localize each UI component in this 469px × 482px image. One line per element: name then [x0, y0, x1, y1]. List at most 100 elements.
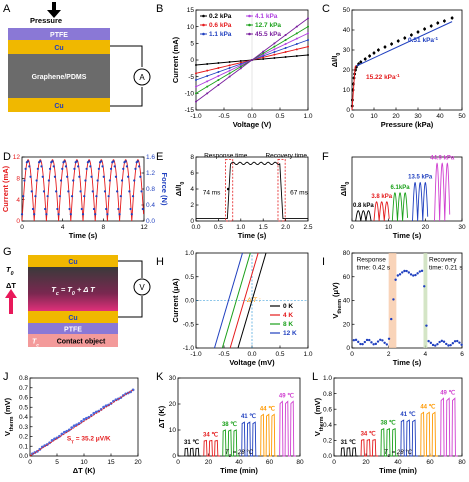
force-point [27, 160, 30, 163]
legend-label-3: 12 K [283, 330, 297, 337]
y-tick-label: 0.2 [19, 434, 28, 441]
data-point [363, 57, 367, 61]
force-point [112, 160, 115, 163]
ptfe-layer [28, 323, 118, 334]
force-point [125, 165, 129, 168]
y-tick-label: 0.4 [323, 422, 332, 429]
group-1-label: 34 ℃ [203, 431, 218, 438]
y-axis-label: ΔT (K) [157, 405, 166, 428]
group-2-line [380, 428, 398, 457]
force-point [73, 167, 76, 170]
force-point [128, 190, 131, 193]
y-tick-label: 20 [169, 401, 177, 408]
data-point [412, 274, 415, 277]
y-tick-label: 0.7 [19, 385, 28, 392]
y-tick-label: 0.6 [323, 406, 332, 413]
x-tick-label: -0.5 [218, 113, 230, 120]
y-tick-label: 0.2 [323, 438, 332, 445]
force-point [108, 179, 111, 182]
x-tick-label: 1.5 [259, 224, 268, 231]
group-3-label: 13.5 kPa [408, 175, 433, 181]
x-tick-label: -1.0 [190, 351, 202, 358]
force-point [69, 213, 72, 216]
ammeter-icon [133, 68, 151, 86]
x-axis-label: Voltage (V) [233, 120, 272, 129]
y-tick-label: 5 [190, 41, 194, 48]
series-5-point [295, 25, 298, 28]
force-point [129, 207, 132, 211]
voltmeter-label: V [139, 283, 145, 292]
data-point [383, 45, 387, 49]
data-point [429, 341, 433, 345]
force-point [100, 160, 103, 163]
t0-label: T0 [6, 265, 14, 277]
panel-label-G: G [3, 246, 12, 258]
y-tick-label: 40 [343, 27, 351, 34]
series-2-line [221, 252, 251, 349]
x-axis-label: Time (s) [393, 358, 422, 367]
arrow-down-icon [47, 2, 61, 18]
y-tick-label: 0.1 [19, 443, 28, 450]
data-point [58, 434, 61, 438]
y-tick-label: 30 [343, 47, 351, 54]
group-1-label: 34 ℃ [361, 431, 376, 438]
force-point [94, 213, 97, 216]
force-point [66, 175, 69, 178]
force-point [116, 190, 119, 193]
cu-top-label: Cu [68, 259, 77, 266]
x-tick-label: 12 [140, 224, 148, 231]
series-2-point [295, 43, 298, 45]
series-4-point [295, 32, 298, 35]
cu-top-layer [28, 255, 118, 267]
series-5-point [251, 59, 253, 61]
force-point [70, 195, 74, 198]
y-tick-label: 1.0 [323, 375, 332, 382]
group-2-label: 38 ℃ [222, 421, 237, 428]
force-point [101, 165, 104, 168]
y-tick-label: 0 [190, 57, 194, 64]
data-point [372, 343, 375, 346]
data-point [67, 428, 71, 432]
data-point [385, 343, 389, 346]
series-1-point [273, 53, 276, 56]
force-point [105, 207, 108, 211]
response-band [388, 253, 397, 348]
data-point [396, 274, 400, 277]
x-axis-label: Pressure (kPa) [381, 120, 434, 129]
contact-object-layer [28, 334, 118, 347]
force-point [58, 195, 61, 198]
data-point [423, 285, 426, 288]
data-point [431, 343, 435, 347]
data-point [416, 30, 420, 34]
group-2-label: 6.1kPa [391, 185, 411, 191]
data-point [381, 339, 384, 342]
series-5-point [239, 67, 242, 70]
force-point [118, 213, 121, 216]
pressure-label: Pressure [30, 16, 62, 25]
y-axis-label: Current (mA) [1, 165, 10, 212]
legend-marker [248, 23, 251, 27]
x-tick-label: 30 [458, 224, 466, 231]
schematic-g: T0 ΔT Cu Tc = T0 + Δ T Cu PTFE Contact object T… [5, 255, 151, 348]
x-tick-label: 40 [235, 459, 243, 466]
chart-c: 0 10 20 30 40 50 0 10 20 30 40 50 Pressure (kPa) ΔI/I… [330, 7, 466, 129]
legend-marker [248, 14, 251, 18]
force-point [89, 165, 92, 168]
y2-tick-label: 0.4 [146, 202, 155, 209]
series-2-point [273, 51, 276, 53]
panel-label-D: D [3, 151, 11, 163]
panel-label-J: J [3, 371, 9, 383]
series-1-point [217, 67, 220, 69]
data-point [458, 341, 461, 344]
y-axis-label: Current (μA) [171, 278, 180, 323]
series-1-point [228, 64, 231, 67]
data-point [359, 60, 363, 64]
force-point [102, 175, 105, 178]
chart-f-frame [351, 156, 463, 222]
group-1-label: 3.8 kPa [371, 194, 392, 200]
x-tick-label: 0.0 [247, 113, 256, 120]
x-tick-label: 0.0 [247, 351, 256, 358]
data-point [77, 422, 81, 425]
y-tick-label: 15 [187, 7, 195, 14]
data-point [75, 423, 79, 427]
